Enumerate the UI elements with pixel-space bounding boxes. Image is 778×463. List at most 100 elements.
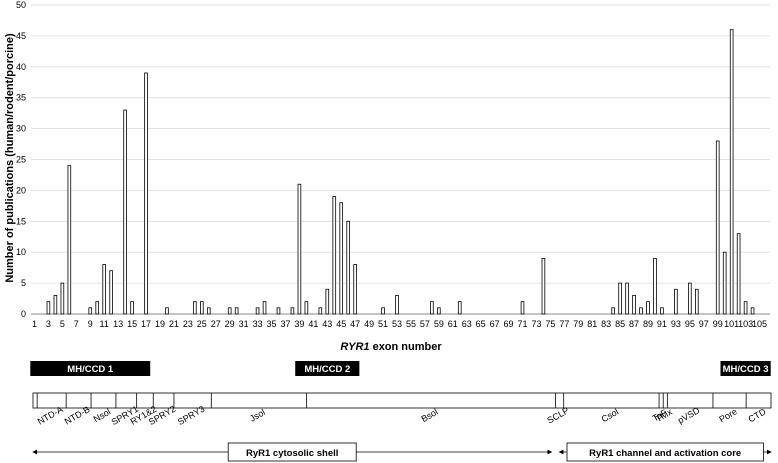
domain-label: TMx <box>654 406 675 424</box>
x-tick-label: 37 <box>280 319 290 329</box>
region-label-box <box>566 442 764 462</box>
x-tick-label: 73 <box>531 319 541 329</box>
bar-exon-24 <box>193 301 197 315</box>
x-tick-label: 1 <box>32 319 37 329</box>
bar-exon-95 <box>688 282 692 315</box>
x-tick-label: 57 <box>420 319 430 329</box>
bar-exon-17 <box>144 72 148 315</box>
x-tick-label: 85 <box>615 319 625 329</box>
bar-exon-3 <box>46 301 51 315</box>
mh-ccd-hotspots: MH/CCD 1 MH/CCD 2 MH/CCD 3 <box>30 361 771 376</box>
region-label: RyR1 channel and activation core <box>589 448 741 459</box>
x-tick-label: 7 <box>74 319 79 329</box>
x-tick-label: 93 <box>671 319 681 329</box>
bar-exon-36 <box>276 307 281 315</box>
y-tick-label: 15 <box>16 216 26 226</box>
region-label-box <box>227 442 357 462</box>
bar-exon-29 <box>227 307 232 315</box>
y-tick-label: 40 <box>16 62 26 72</box>
bar-exon-11 <box>102 264 107 315</box>
bar-exon-40 <box>304 301 309 315</box>
bar-exon-20 <box>165 307 169 315</box>
x-tick-label: 79 <box>573 319 583 329</box>
bar-exon-25 <box>200 301 204 315</box>
x-tick-label: 87 <box>629 319 639 329</box>
x-tick-label: 51 <box>378 319 388 329</box>
bar-exon-93 <box>674 288 678 315</box>
y-tick-label: 30 <box>16 124 26 134</box>
x-tick-label: 11 <box>100 319 109 329</box>
x-axis-title: RYR1 exon number <box>340 341 442 353</box>
x-tick-label: 43 <box>322 319 332 329</box>
x-tick-label: 103 <box>738 319 753 329</box>
domain-label: Pore <box>717 406 738 424</box>
bar-exon-74 <box>541 257 546 315</box>
x-tick-label: 97 <box>699 319 709 329</box>
x-tick-label: 71 <box>517 319 527 329</box>
hotspot-label: MH/CCD 2 <box>304 364 350 375</box>
bar-exon-84 <box>611 307 615 315</box>
x-tick-label: 29 <box>225 319 235 329</box>
x-tick-label: 15 <box>127 319 137 329</box>
x-tick-label: 39 <box>294 319 304 329</box>
bar-exon-6 <box>67 165 72 315</box>
y-tick-labels: 0 5 10 15 20 25 30 35 40 45 50 <box>16 0 26 319</box>
x-tick-label: 17 <box>141 319 151 329</box>
x-tick-labels: 1 3 5 7 9 11 13 15 17 19 21 23 25 27 29 31 33 35 37 39 41 43 4… <box>32 319 767 329</box>
x-tick-label: 3 <box>46 319 51 329</box>
x-tick-label: 23 <box>183 319 193 329</box>
bar-exon-104 <box>750 307 755 315</box>
x-tick-label: 13 <box>113 319 123 329</box>
bar-exon-62 <box>457 301 462 315</box>
bar-exon-38 <box>290 307 295 315</box>
domain-map-frame <box>32 392 772 409</box>
bar-exon-58 <box>430 301 434 315</box>
x-tick-label: 19 <box>155 319 165 329</box>
domain-label: Nsol <box>92 407 113 425</box>
x-tick-label: 31 <box>239 319 249 329</box>
domain-label: Jsol <box>248 407 267 424</box>
bar-exon-89 <box>646 301 650 315</box>
x-tick-label: 67 <box>490 319 500 329</box>
y-tick-label: 10 <box>16 247 26 257</box>
x-tick-label: 35 <box>267 319 277 329</box>
bar-exon-87 <box>632 295 636 315</box>
x-tick-label: 83 <box>601 319 611 329</box>
x-tick-label: 21 <box>169 319 179 329</box>
bar-exon-12 <box>109 270 113 315</box>
domain-label: Csol <box>600 407 621 425</box>
bar-exon-10 <box>95 301 100 315</box>
bar-exon-86 <box>625 282 629 315</box>
bar-exon-85 <box>618 282 622 315</box>
x-tick-label: 77 <box>559 319 569 329</box>
bar-exon-102 <box>736 233 741 315</box>
domain-label: Bsol <box>419 407 439 424</box>
x-tick-label: 5 <box>60 319 65 329</box>
x-tick-label: 33 <box>253 319 263 329</box>
x-tick-label: 69 <box>504 319 514 329</box>
bar-exon-9 <box>88 307 93 315</box>
x-tick-label: 27 <box>211 319 221 329</box>
bar-exon-14 <box>123 109 127 315</box>
x-tick-label: 89 <box>643 319 653 329</box>
bar-exon-46 <box>346 220 351 315</box>
bar-exon-91 <box>660 307 664 315</box>
hotspot-bar <box>295 361 360 376</box>
x-tick-label: 101 <box>724 319 739 329</box>
x-tick-label: 9 <box>88 319 93 329</box>
y-tick-label: 20 <box>16 185 26 195</box>
bar-exon-100 <box>722 251 727 315</box>
bar-exon-39 <box>297 183 302 315</box>
bar-exon-15 <box>130 301 134 315</box>
bar-exon-96 <box>695 288 699 315</box>
bar-exon-53 <box>395 295 399 315</box>
bar-exon-99 <box>715 140 720 315</box>
y-axis-title: Number of publications (human/rodent/por… <box>4 33 16 283</box>
x-tick-label: 45 <box>336 319 346 329</box>
x-tick-label: 105 <box>752 319 767 329</box>
hotspot-label: MH/CCD 3 <box>723 364 769 375</box>
bar-exon-90 <box>653 257 657 315</box>
bar-exon-101 <box>729 29 734 315</box>
y-tick-label: 0 <box>21 309 26 319</box>
x-tick-label: 99 <box>713 319 723 329</box>
